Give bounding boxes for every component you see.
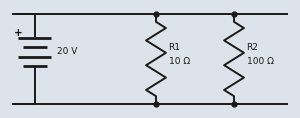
Text: +: + — [14, 28, 22, 38]
Text: 10 Ω: 10 Ω — [169, 57, 190, 66]
Text: 100 Ω: 100 Ω — [247, 57, 274, 66]
Text: R2: R2 — [247, 43, 259, 52]
Text: R1: R1 — [169, 43, 181, 52]
Text: 20 V: 20 V — [57, 47, 77, 56]
